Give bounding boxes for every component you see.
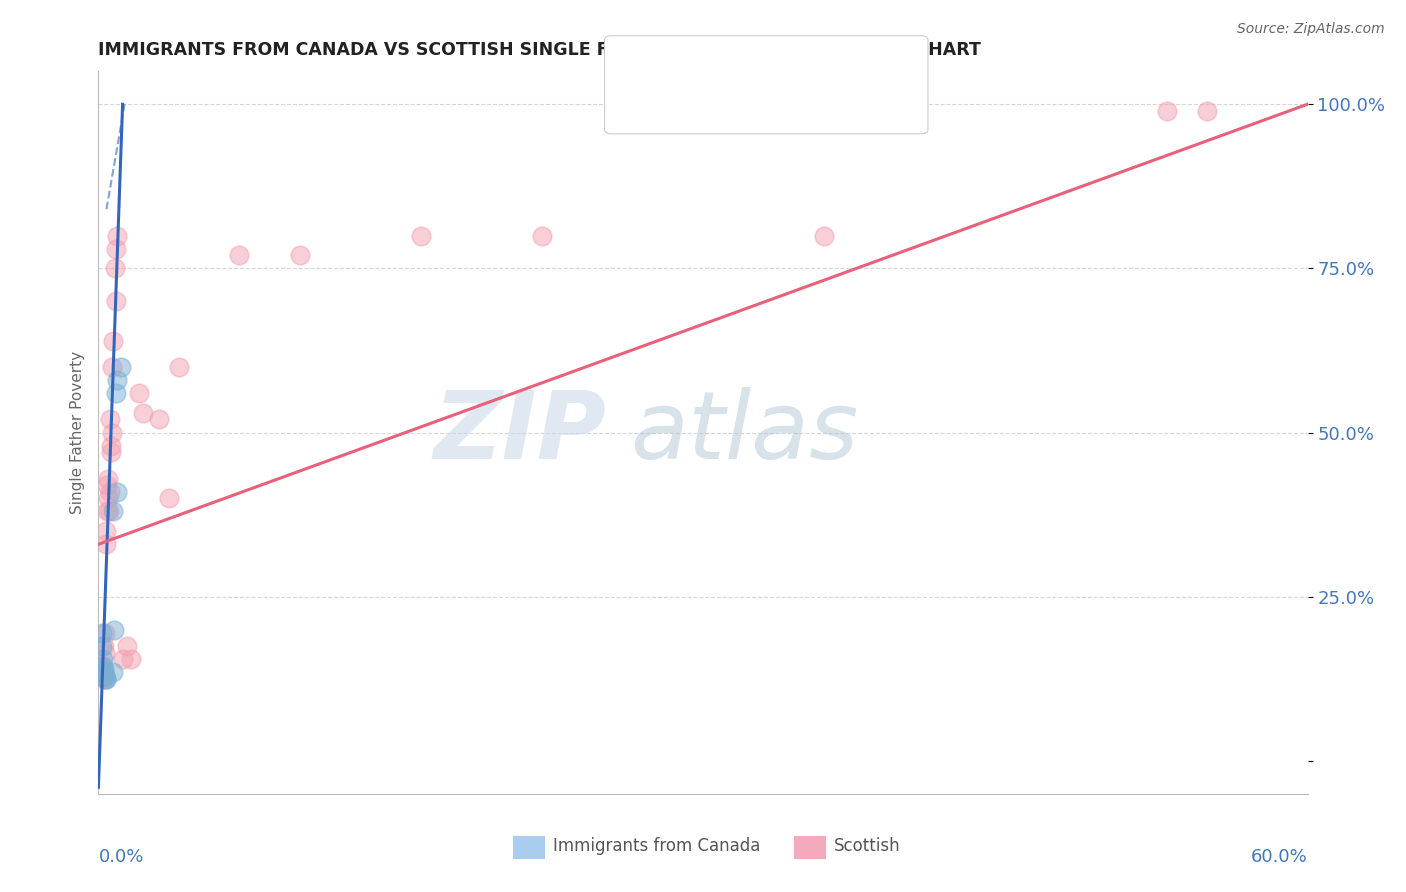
Text: R = 0.720   N = 17: R = 0.720 N = 17	[665, 46, 835, 64]
Point	[91, 639, 114, 653]
Point	[91, 652, 114, 666]
Point	[530, 228, 553, 243]
Point	[98, 412, 121, 426]
Point	[132, 406, 155, 420]
Point	[105, 484, 128, 499]
Point	[103, 261, 125, 276]
Point	[94, 668, 117, 682]
Point	[104, 386, 127, 401]
Text: Scottish: Scottish	[834, 837, 900, 855]
Point	[1156, 103, 1178, 118]
Point	[101, 504, 124, 518]
Point	[228, 248, 250, 262]
Point	[288, 248, 311, 262]
Point	[93, 668, 115, 682]
Point	[101, 665, 124, 680]
Point	[91, 664, 114, 678]
Point	[93, 670, 115, 684]
Point	[96, 672, 118, 686]
Point	[101, 359, 124, 374]
Point	[105, 242, 128, 256]
Point	[94, 626, 117, 640]
Point	[813, 228, 835, 243]
Point	[148, 412, 170, 426]
Point	[167, 359, 190, 374]
Point	[128, 386, 150, 401]
Point	[1195, 103, 1218, 118]
Point	[98, 484, 121, 499]
Point	[409, 228, 432, 243]
Point	[90, 658, 112, 673]
Point	[91, 626, 114, 640]
Point	[101, 334, 124, 348]
Point	[93, 662, 115, 676]
Point	[93, 672, 115, 686]
Point	[115, 639, 138, 653]
Point	[100, 439, 122, 453]
Text: 0.0%: 0.0%	[98, 848, 143, 866]
Point	[104, 294, 127, 309]
Point	[94, 668, 117, 682]
Point	[120, 652, 142, 666]
Point	[97, 504, 120, 518]
Text: IMMIGRANTS FROM CANADA VS SCOTTISH SINGLE FATHER POVERTY CORRELATION CHART: IMMIGRANTS FROM CANADA VS SCOTTISH SINGL…	[98, 41, 981, 59]
Text: Immigrants from Canada: Immigrants from Canada	[553, 837, 759, 855]
Point	[111, 652, 134, 666]
Text: atlas: atlas	[630, 387, 859, 478]
Point	[110, 359, 132, 374]
Point	[96, 478, 118, 492]
Point	[105, 228, 128, 243]
Point	[91, 665, 114, 680]
Text: Source: ZipAtlas.com: Source: ZipAtlas.com	[1237, 22, 1385, 37]
Point	[94, 672, 117, 686]
Point	[93, 665, 115, 680]
Point	[105, 373, 128, 387]
Point	[91, 662, 114, 676]
Point	[93, 639, 115, 653]
Point	[96, 537, 118, 551]
Point	[100, 425, 122, 440]
Text: ZIP: ZIP	[433, 386, 606, 479]
Point	[94, 646, 117, 660]
Point	[91, 658, 114, 673]
Text: 60.0%: 60.0%	[1251, 848, 1308, 866]
Point	[103, 623, 125, 637]
Point	[94, 524, 117, 538]
Point	[100, 445, 122, 459]
Point	[97, 472, 120, 486]
Point	[157, 491, 180, 506]
Text: R = 0.755   N = 43: R = 0.755 N = 43	[665, 89, 835, 107]
Point	[97, 491, 120, 506]
Y-axis label: Single Father Poverty: Single Father Poverty	[69, 351, 84, 514]
Point	[96, 504, 118, 518]
